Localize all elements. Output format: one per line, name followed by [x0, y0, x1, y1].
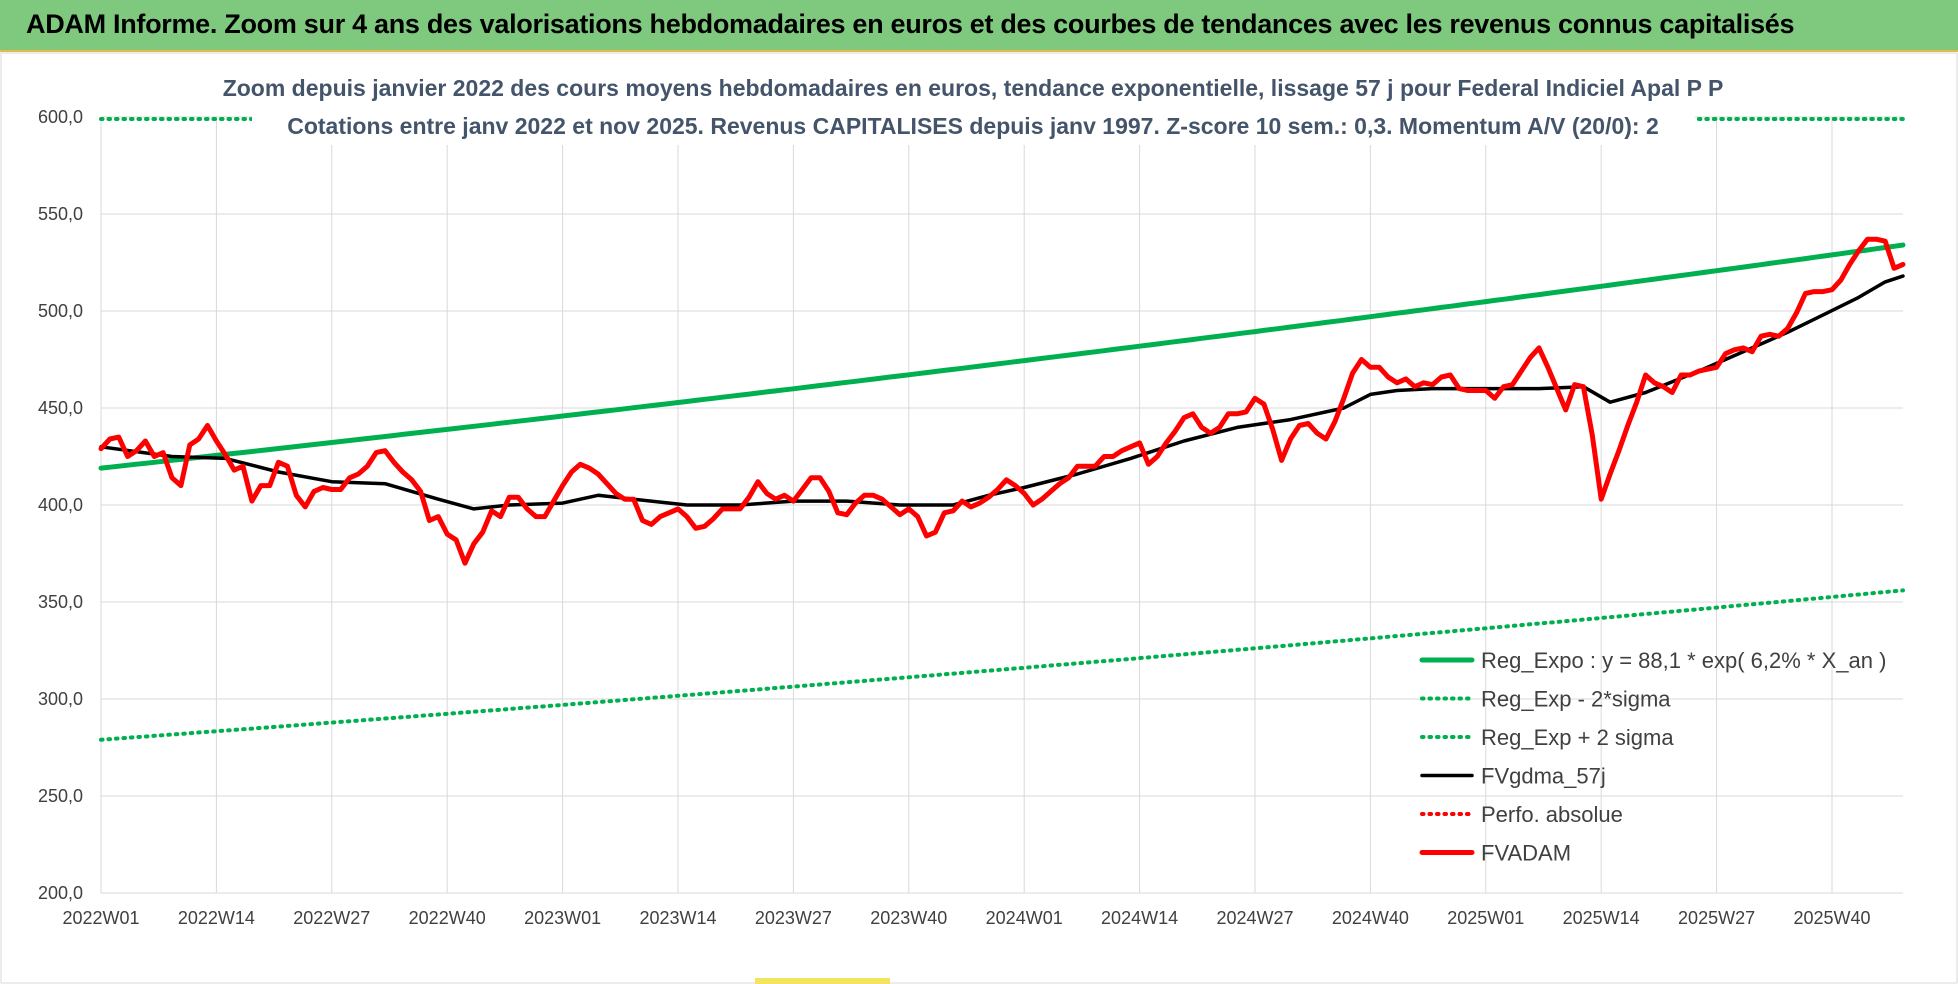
x-tick-label: 2022W40	[409, 908, 486, 928]
chart-area: 200,0 250,0 300,0 350,0 400,0 450,0 500,0 550,0…	[0, 52, 1958, 984]
x-tick-label: 2024W14	[1101, 908, 1178, 928]
report-title: ADAM Informe. Zoom sur 4 ans des valoris…	[26, 9, 1795, 39]
y-tick-label: 300,0	[38, 689, 83, 709]
x-tick-label: 2022W01	[62, 908, 139, 928]
y-tick-label: 350,0	[38, 592, 83, 612]
chart-subtitle-line-1: Zoom depuis janvier 2022 des cours moyen…	[223, 75, 1724, 101]
x-tick-label: 2025W14	[1563, 908, 1640, 928]
x-tick-label: 2024W40	[1332, 908, 1409, 928]
x-tick-label: 2025W27	[1678, 908, 1755, 928]
series-fvgdma-57j-legend-label: FVgdma_57j	[1481, 764, 1606, 789]
y-tick-label: 250,0	[38, 786, 83, 806]
x-tick-label: 2023W27	[755, 908, 832, 928]
x-tick-label: 2024W27	[1216, 908, 1293, 928]
y-tick-label: 600,0	[38, 107, 83, 127]
y-tick-label: 200,0	[38, 883, 83, 903]
series-perfo-absolue-legend-label: Perfo. absolue	[1481, 802, 1623, 827]
sheet-tab-highlight	[755, 978, 890, 984]
series-reg-expo-line	[98, 242, 1906, 471]
x-tick-label: 2024W01	[986, 908, 1063, 928]
x-tick-label: 2023W14	[639, 908, 716, 928]
line-chart: 200,0 250,0 300,0 350,0 400,0 450,0 500,0 550,0…	[0, 52, 1958, 984]
series-reg-exp-minus-2sigma-legend-label: Reg_Exp - 2*sigma	[1481, 687, 1671, 712]
y-tick-label: 400,0	[38, 495, 83, 515]
x-tick-label: 2022W27	[293, 908, 370, 928]
x-tick-label: 2023W01	[524, 908, 601, 928]
series-fvadam-legend-label: FVADAM	[1481, 841, 1571, 866]
y-tick-label: 450,0	[38, 398, 83, 418]
chart-subtitle-line-2: Cotations entre janv 2022 et nov 2025. R…	[287, 113, 1659, 139]
report-header: ADAM Informe. Zoom sur 4 ans des valoris…	[0, 0, 1958, 52]
series-reg-exp-plus-2sigma-legend-label: Reg_Exp + 2 sigma	[1481, 725, 1674, 750]
y-tick-label: 550,0	[38, 204, 83, 224]
series-fvadam-line	[98, 236, 1906, 566]
x-tick-label: 2023W40	[870, 908, 947, 928]
x-tick-label: 2025W40	[1793, 908, 1870, 928]
x-tick-label: 2022W14	[178, 908, 255, 928]
series-reg-expo-legend-label: Reg_Expo : y = 88,1 * exp( 6,2% * X_an )	[1481, 648, 1886, 673]
subtitle-background	[252, 57, 1695, 145]
y-tick-label: 500,0	[38, 301, 83, 321]
x-tick-label: 2025W01	[1447, 908, 1524, 928]
chart-border	[0, 52, 1958, 984]
series-reg-exp-minus-2sigma-line	[99, 588, 1905, 742]
